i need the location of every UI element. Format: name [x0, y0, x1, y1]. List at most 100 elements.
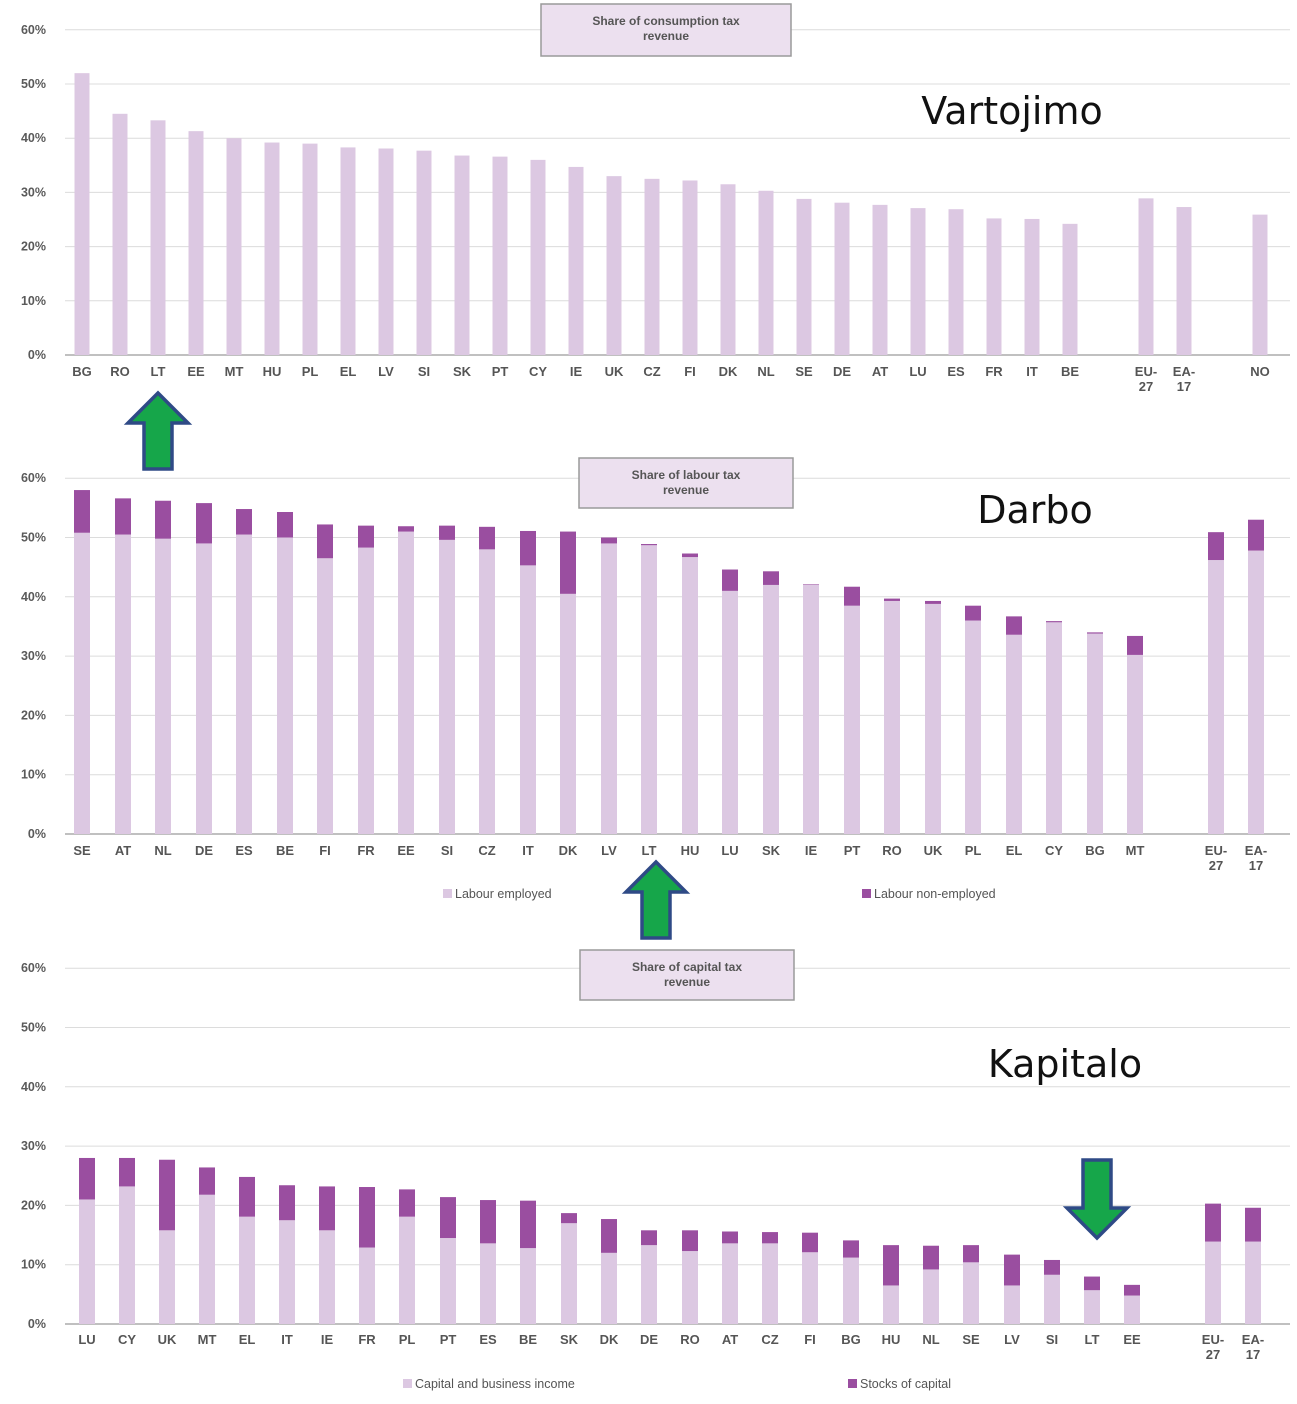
bar — [196, 543, 212, 834]
x-tick-label: BE — [519, 1332, 537, 1347]
x-tick-label: UK — [924, 843, 943, 858]
x-tick-label: PT — [440, 1332, 457, 1347]
bar — [454, 155, 470, 355]
bar-stack — [802, 1232, 818, 1253]
bar — [1087, 633, 1103, 834]
bar-stack — [1084, 1276, 1100, 1291]
x-tick-label: SI — [1046, 1332, 1058, 1347]
bar — [492, 156, 508, 355]
bar-stack — [1124, 1284, 1140, 1296]
bar — [948, 209, 964, 355]
highlight-arrow-icon — [123, 390, 193, 471]
bar-stack — [74, 490, 90, 533]
legend-swatch — [862, 889, 871, 898]
bar-stack — [479, 526, 495, 550]
y-tick-label: 60% — [21, 23, 46, 37]
bar — [115, 534, 131, 834]
bar — [188, 131, 204, 355]
x-tick-label: FR — [985, 364, 1003, 379]
bar-stack — [439, 525, 455, 540]
x-tick-label: PT — [844, 843, 861, 858]
bar — [150, 120, 166, 356]
x-tick-label: AT — [872, 364, 888, 379]
bar — [1127, 654, 1143, 834]
bar-stack — [1046, 621, 1062, 623]
bar-stack — [682, 1230, 698, 1252]
x-tick-label: EA-17 — [1245, 843, 1267, 873]
bar — [1205, 1241, 1221, 1324]
bar-stack — [844, 586, 860, 606]
x-tick-label: LU — [909, 364, 926, 379]
x-tick-label: EE — [397, 843, 415, 858]
bar-stack — [440, 1197, 456, 1239]
chart-title: Share of capital tax revenue — [632, 960, 742, 989]
bar — [834, 202, 850, 355]
x-tick-label: EA-17 — [1242, 1332, 1264, 1362]
x-tick-label: EL — [239, 1332, 256, 1347]
legend-swatch — [848, 1379, 857, 1388]
x-tick-label: SE — [73, 843, 91, 858]
bar-stack — [398, 526, 414, 532]
legend-label: Capital and business income — [415, 1377, 575, 1391]
x-tick-label: CZ — [643, 364, 660, 379]
x-tick-label: NL — [922, 1332, 939, 1347]
legend-swatch — [403, 1379, 412, 1388]
bar-stack — [641, 544, 657, 546]
y-tick-label: 0% — [28, 1317, 46, 1331]
bar — [340, 147, 356, 355]
bar — [568, 166, 584, 355]
x-tick-label: BG — [72, 364, 92, 379]
legend-label: Labour non-employed — [874, 887, 996, 901]
bar — [560, 593, 576, 834]
x-tick-label: HU — [882, 1332, 901, 1347]
x-tick-label: EL — [340, 364, 357, 379]
y-tick-label: 20% — [21, 708, 46, 722]
x-tick-label: PL — [965, 843, 982, 858]
x-tick-label: FI — [319, 843, 331, 858]
chart-annotation: Kapitalo — [988, 1042, 1142, 1086]
chart-title: Share of consumption tax revenue — [592, 14, 740, 43]
chart-annotation: Vartojimo — [921, 89, 1102, 133]
x-tick-label: BG — [1085, 843, 1105, 858]
bar — [530, 159, 546, 355]
x-tick-label: SI — [441, 843, 453, 858]
bar — [119, 1186, 135, 1324]
bar — [199, 1194, 215, 1324]
y-tick-label: 20% — [21, 1198, 46, 1212]
bar — [74, 73, 90, 355]
x-tick-label: RO — [680, 1332, 700, 1347]
bar — [802, 1252, 818, 1324]
bar — [601, 1252, 617, 1324]
x-tick-label: NL — [757, 364, 774, 379]
bar-stack — [1127, 635, 1143, 655]
bar-stack — [561, 1213, 577, 1224]
x-tick-label: BE — [1061, 364, 1079, 379]
bar — [319, 1230, 335, 1324]
bar — [682, 1251, 698, 1324]
x-tick-label: NL — [154, 843, 171, 858]
bar-stack — [925, 600, 941, 604]
bar — [762, 1243, 778, 1324]
x-tick-label: ES — [479, 1332, 497, 1347]
x-tick-label: BE — [276, 843, 294, 858]
bar — [606, 176, 622, 355]
legend-swatch — [443, 889, 452, 898]
y-tick-label: 10% — [21, 1258, 46, 1272]
bar-stack — [199, 1167, 215, 1195]
bar-stack — [1087, 632, 1103, 634]
bar — [399, 1216, 415, 1324]
bar — [1252, 214, 1268, 355]
bar-stack — [601, 1219, 617, 1253]
bar-stack — [1248, 519, 1264, 551]
x-tick-label: CY — [118, 1332, 136, 1347]
bar-stack — [359, 1187, 375, 1248]
x-tick-label: CZ — [478, 843, 495, 858]
bar — [720, 184, 736, 355]
bar — [520, 1248, 536, 1324]
bar-stack — [236, 509, 252, 535]
bar — [239, 1216, 255, 1324]
bar — [561, 1223, 577, 1324]
highlight-arrow-icon — [1062, 1158, 1132, 1241]
x-tick-label: LV — [1004, 1332, 1020, 1347]
